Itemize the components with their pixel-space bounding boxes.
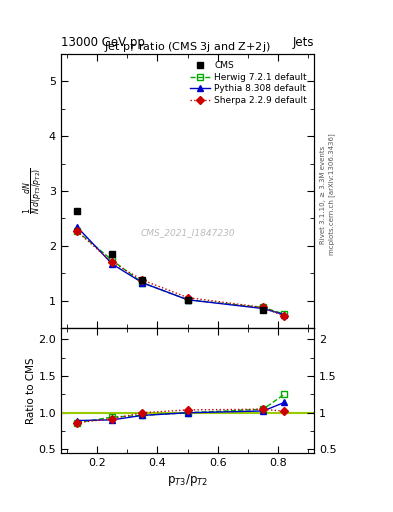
Y-axis label: Ratio to CMS: Ratio to CMS — [26, 357, 35, 424]
Text: mcplots.cern.ch [arXiv:1306.3436]: mcplots.cern.ch [arXiv:1306.3436] — [328, 134, 335, 255]
X-axis label: p$_{T3}$/p$_{T2}$: p$_{T3}$/p$_{T2}$ — [167, 472, 208, 488]
Y-axis label: $\frac{1}{N}\frac{dN}{d(p_{T3}/p_{T2})}$: $\frac{1}{N}\frac{dN}{d(p_{T3}/p_{T2})}$ — [22, 167, 46, 215]
Text: CMS_2021_I1847230: CMS_2021_I1847230 — [140, 228, 235, 237]
Title: Jet p$_T$ ratio (CMS 3j and Z+2j): Jet p$_T$ ratio (CMS 3j and Z+2j) — [105, 39, 271, 54]
Text: Jets: Jets — [293, 36, 314, 49]
Text: Rivet 3.1.10, ≥ 3.3M events: Rivet 3.1.10, ≥ 3.3M events — [320, 145, 326, 244]
Text: 13000 GeV pp: 13000 GeV pp — [61, 36, 145, 49]
Legend: CMS, Herwig 7.2.1 default, Pythia 8.308 default, Sherpa 2.2.9 default: CMS, Herwig 7.2.1 default, Pythia 8.308 … — [187, 58, 310, 108]
